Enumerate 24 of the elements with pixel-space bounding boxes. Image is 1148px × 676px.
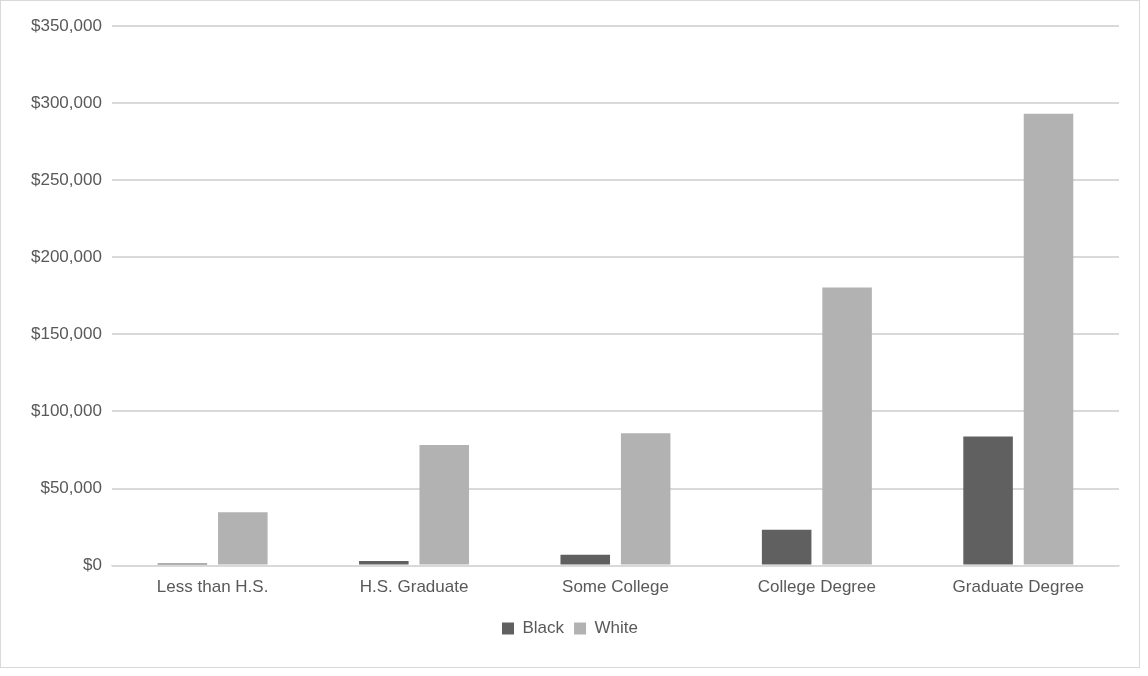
y-tick-label: $200,000 xyxy=(31,246,102,266)
bar xyxy=(359,560,409,565)
x-tick-label: Some College xyxy=(562,577,669,597)
x-tick-label: College Degree xyxy=(757,577,876,597)
x-tick-label: Graduate Degree xyxy=(952,577,1084,597)
y-tick-label: $150,000 xyxy=(31,324,102,344)
bar xyxy=(761,529,812,565)
y-tick-label: $50,000 xyxy=(40,478,102,498)
y-tick-label: $100,000 xyxy=(31,401,102,421)
x-tick-label: Less than H.S. xyxy=(156,577,269,597)
bar xyxy=(1023,113,1074,565)
legend-label: Black xyxy=(522,618,565,638)
legend-label: White xyxy=(594,618,639,638)
y-tick-label: $300,000 xyxy=(31,92,102,112)
y-tick-label: $250,000 xyxy=(31,169,102,189)
y-tick-label: $0 xyxy=(82,555,102,575)
bar xyxy=(560,554,611,565)
bar xyxy=(419,445,470,565)
x-tick-label: H.S. Graduate xyxy=(359,577,469,597)
bar xyxy=(963,436,1013,565)
y-tick-label: $350,000 xyxy=(31,15,102,35)
bar xyxy=(218,512,268,565)
bar xyxy=(822,287,872,565)
bar xyxy=(620,433,671,565)
